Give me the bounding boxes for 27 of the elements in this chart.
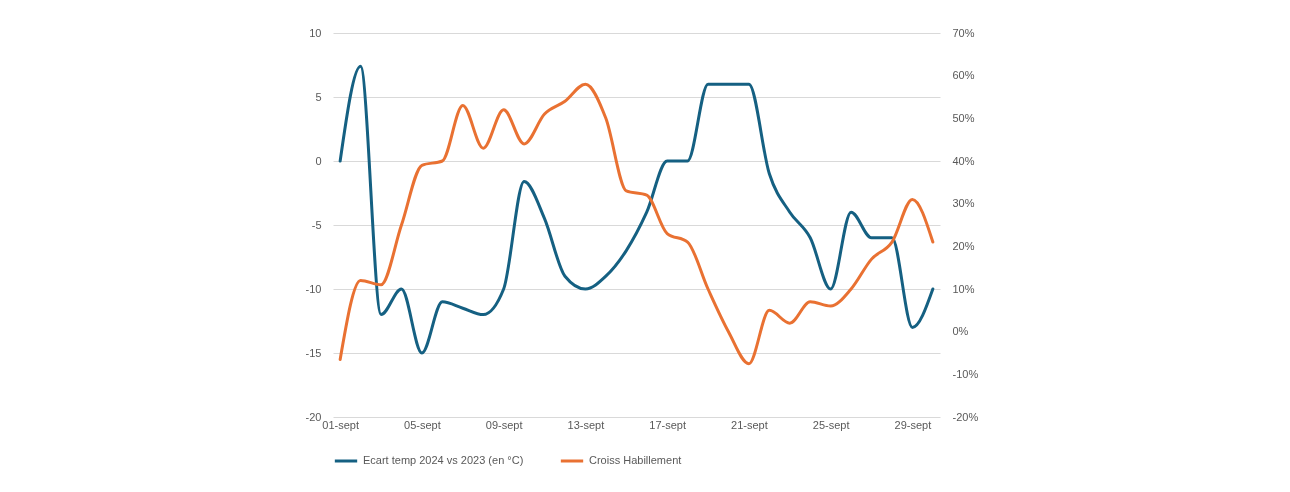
y-tick-label: 0 (315, 154, 322, 167)
y2-tick-label: -10% (952, 367, 979, 380)
x-tick-label: 25-sept (812, 418, 850, 431)
y-tick-label: 5 (315, 90, 322, 103)
y2-tick-label: 60% (952, 69, 975, 82)
y2-tick-label: 20% (952, 239, 975, 252)
y2-tick-label: 10% (952, 282, 975, 295)
y2-tick-label: 70% (952, 26, 975, 39)
y-tick-label: -20 (305, 410, 322, 423)
y2-tick-label: 50% (952, 111, 975, 124)
legend-label: Ecart temp 2024 vs 2023 (en °C) (363, 454, 524, 466)
x-tick-label: 21-sept (731, 418, 768, 431)
y2-tick-label: -20% (952, 410, 979, 423)
x-tick-label: 01-sept (322, 418, 359, 431)
y-tick-label: -5 (311, 218, 322, 231)
y2-tick-label: 30% (952, 197, 975, 210)
y-tick-label: 10 (309, 26, 322, 39)
y2-tick-label: 0% (952, 325, 969, 338)
x-tick-label: 29-sept (894, 418, 932, 431)
x-tick-label: 09-sept (485, 418, 523, 431)
y-tick-label: -15 (305, 346, 322, 359)
x-tick-label: 05-sept (404, 418, 441, 431)
x-tick-label: 13-sept (567, 418, 605, 431)
y-tick-label: -10 (305, 282, 322, 295)
y2-tick-label: 40% (952, 154, 975, 167)
x-tick-label: 17-sept (649, 418, 687, 431)
legend-label: Croiss Habillement (589, 454, 682, 466)
